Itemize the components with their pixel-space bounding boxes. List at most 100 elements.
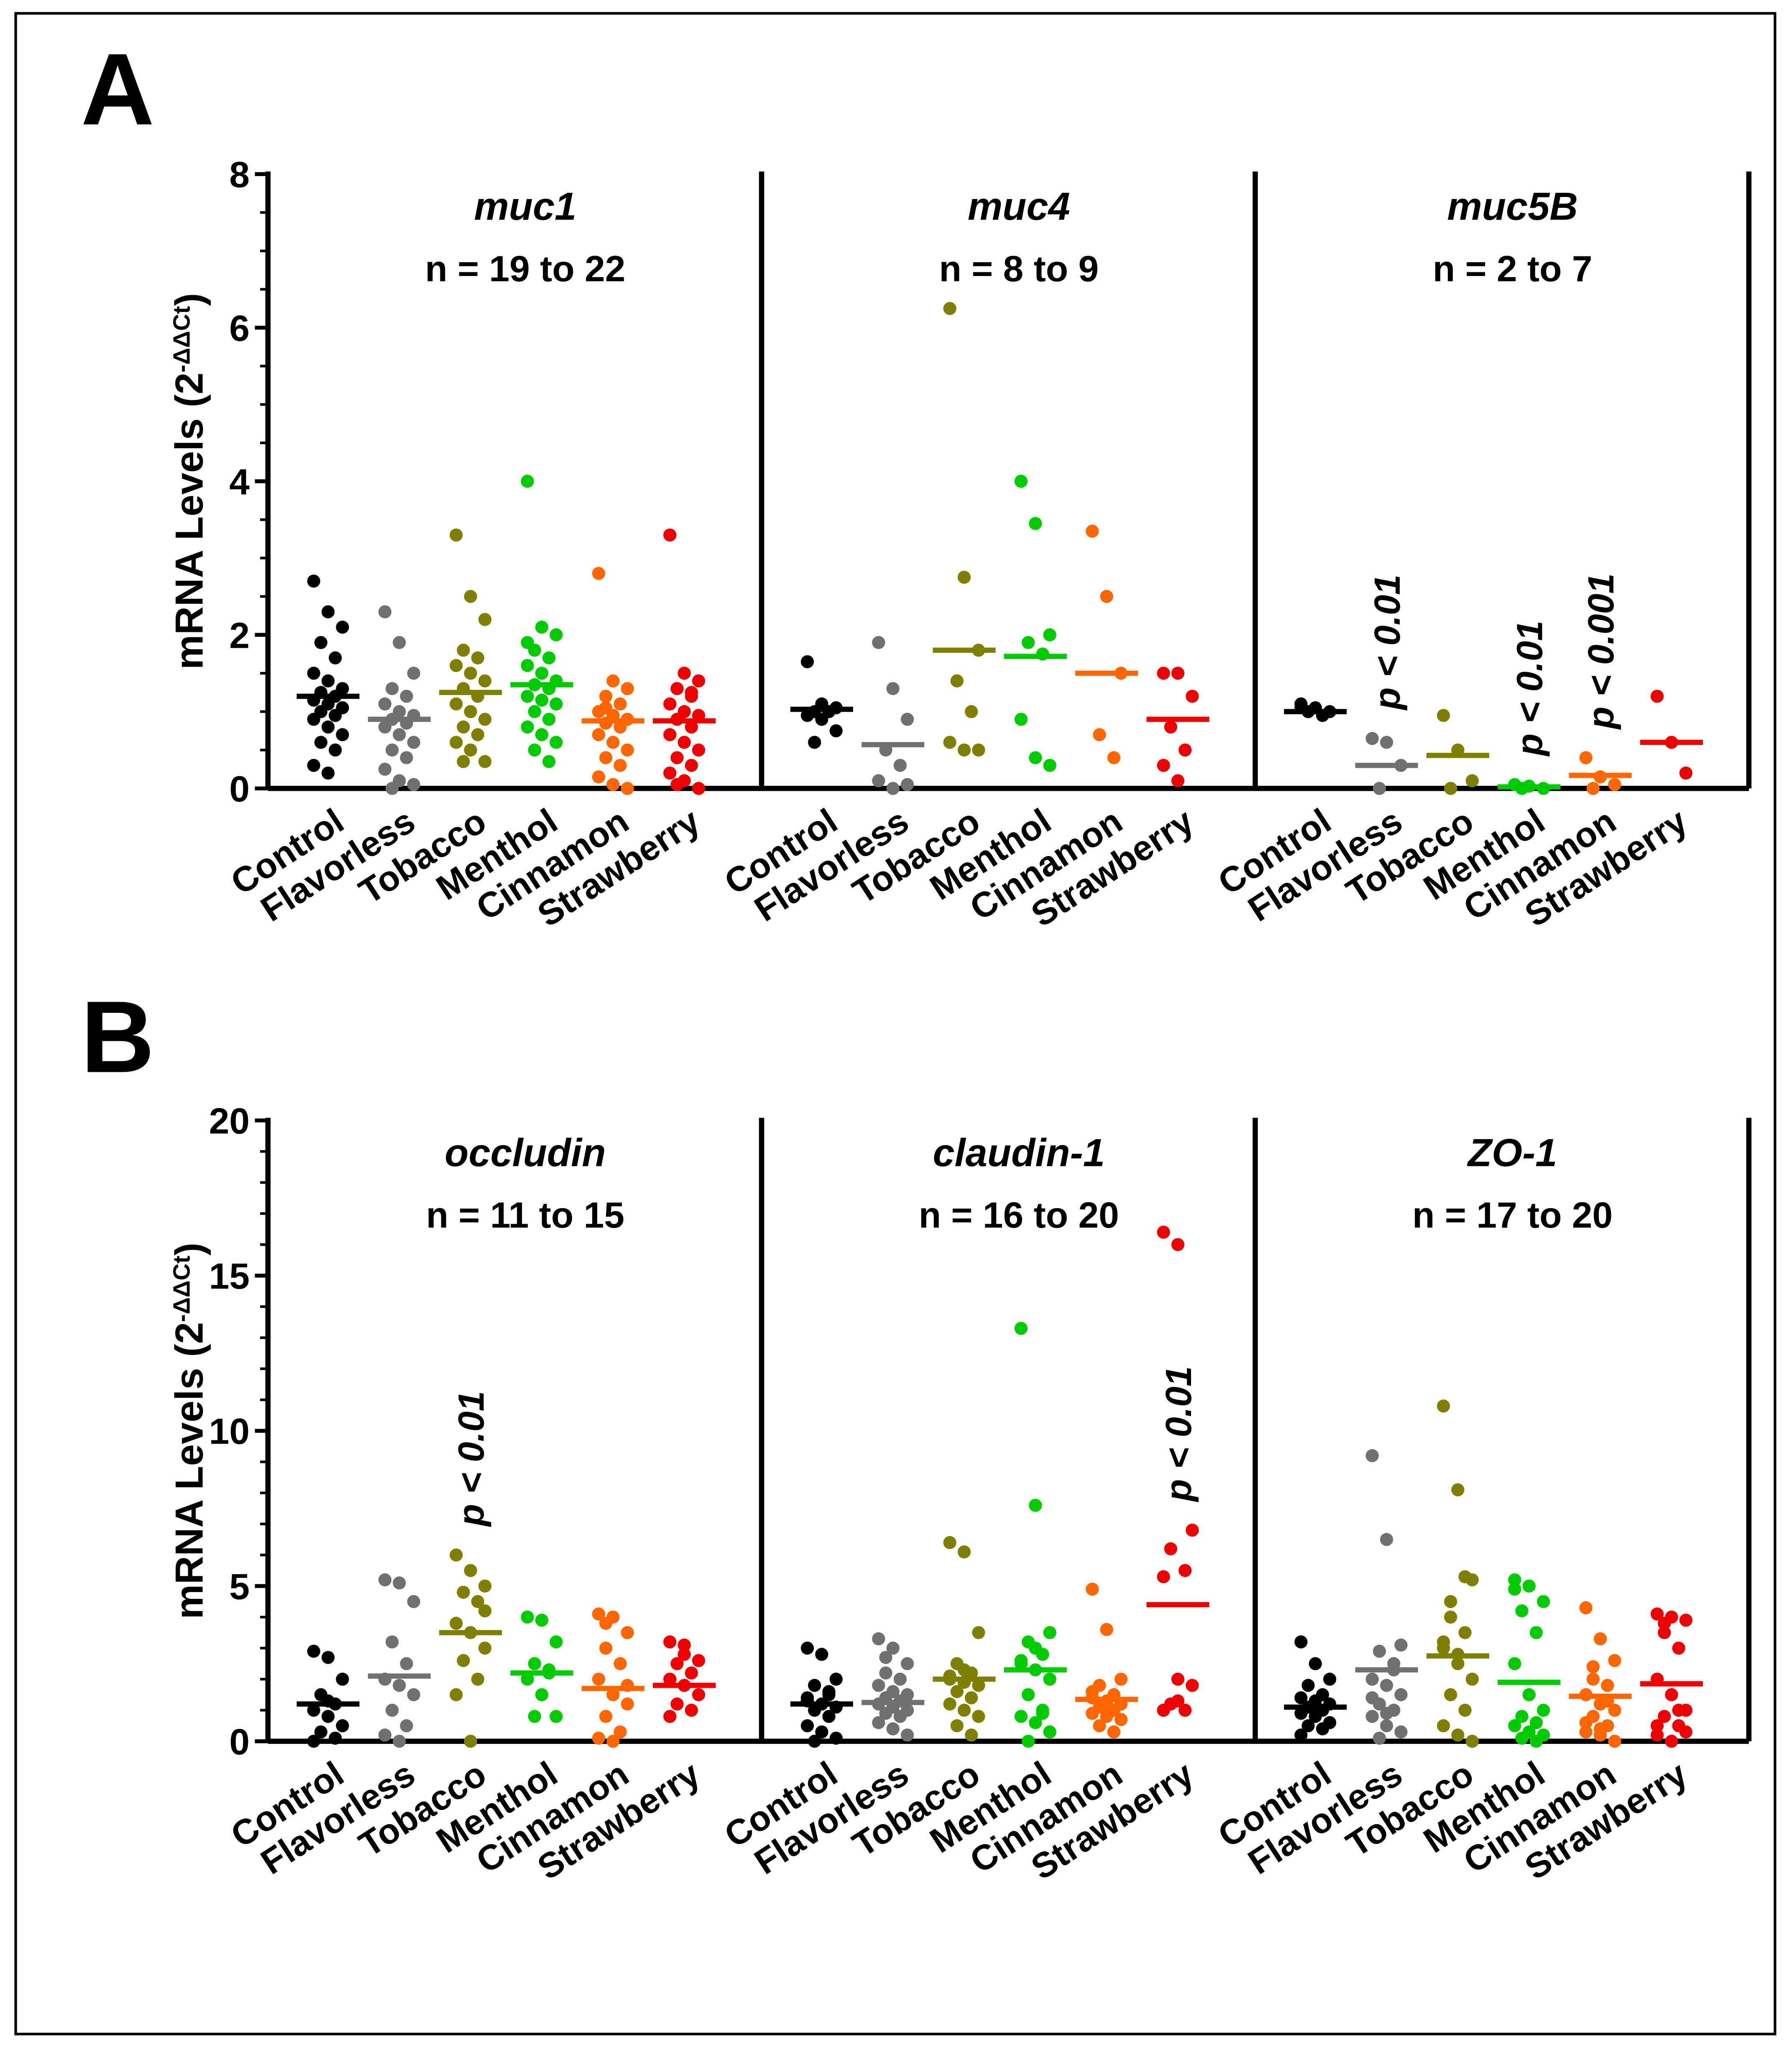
data-point [550, 736, 563, 749]
data-point [307, 574, 320, 588]
data-point [614, 1725, 627, 1739]
data-point [521, 659, 534, 672]
data-point [592, 1607, 606, 1621]
data-point [606, 674, 620, 688]
data-point [829, 1672, 843, 1686]
data-point [1178, 743, 1192, 757]
data-point [450, 1688, 463, 1702]
y-axis-label-part: ) [167, 1242, 211, 1255]
data-point [1658, 1626, 1671, 1639]
y-tick-label: 20 [209, 1100, 250, 1141]
data-point [378, 697, 392, 711]
data-point [1043, 759, 1056, 772]
panel-title: muc5B [1447, 184, 1578, 228]
data-point [307, 1735, 320, 1748]
data-point [393, 1735, 406, 1748]
data-point [314, 736, 327, 749]
data-point [1043, 1626, 1056, 1639]
y-axis-label-part: mRNA Levels (2 [167, 373, 211, 670]
data-point [386, 743, 399, 757]
data-point [886, 1722, 900, 1736]
data-point [528, 1710, 541, 1723]
data-point [321, 674, 335, 688]
data-point [879, 1666, 892, 1680]
data-point [614, 759, 627, 772]
data-point [829, 724, 843, 738]
data-point [457, 720, 470, 734]
data-point [808, 1679, 821, 1692]
data-point [478, 755, 492, 768]
data-point [663, 1710, 677, 1723]
data-point [1579, 1716, 1593, 1729]
data-point [457, 1585, 470, 1599]
y-axis-label: mRNA Levels (2-ΔΔCt) [167, 293, 211, 670]
data-point [1458, 1703, 1472, 1717]
data-point [1380, 1679, 1393, 1692]
data-point [1658, 1710, 1671, 1723]
data-point [400, 690, 413, 703]
data-point [1586, 782, 1600, 795]
y-tick-label: 6 [229, 308, 250, 349]
data-point [1323, 1672, 1337, 1686]
annotation: p < 0.01 [450, 1391, 491, 1527]
data-point [1529, 1626, 1543, 1639]
data-point [1650, 690, 1664, 703]
data-point [450, 528, 463, 542]
data-point [1515, 1604, 1529, 1618]
data-point [1294, 1728, 1308, 1742]
data-point [685, 1703, 698, 1717]
data-point [521, 720, 534, 734]
data-point [1086, 1707, 1099, 1720]
data-point [1650, 1719, 1664, 1733]
data-point [1437, 1399, 1450, 1413]
data-point [1380, 736, 1393, 749]
data-point [965, 1691, 978, 1705]
data-point [1114, 1713, 1128, 1726]
data-point [1679, 1725, 1692, 1739]
data-point [1593, 1632, 1607, 1646]
data-point [943, 1697, 956, 1711]
data-point [1014, 713, 1028, 726]
data-point [972, 743, 985, 757]
data-point [1601, 1679, 1614, 1692]
data-point [1679, 1613, 1692, 1627]
data-point [815, 1725, 828, 1739]
data-point [550, 628, 563, 642]
data-point [550, 1635, 563, 1649]
data-point [1586, 1672, 1600, 1686]
data-point [542, 713, 556, 726]
data-point [407, 1595, 420, 1608]
data-point [464, 1564, 477, 1577]
data-point [872, 774, 885, 787]
data-point [450, 697, 463, 711]
data-point [957, 1663, 971, 1677]
y-tick-label: 10 [209, 1411, 250, 1452]
data-point [1100, 1710, 1113, 1723]
data-point [663, 728, 677, 741]
data-point [663, 1672, 677, 1686]
data-point [621, 782, 634, 795]
data-point [542, 651, 556, 665]
data-point [943, 302, 956, 315]
data-point [829, 1731, 843, 1745]
data-point [800, 709, 814, 722]
data-point [307, 759, 320, 772]
data-point [621, 1697, 634, 1711]
panel-title: muc1 [474, 184, 576, 228]
data-point [407, 667, 420, 680]
data-point [614, 697, 627, 711]
data-point [1294, 1635, 1308, 1649]
y-axis-label-part: ) [167, 293, 211, 306]
data-point [1178, 1703, 1192, 1717]
data-point [815, 1648, 828, 1661]
data-point [1014, 1322, 1028, 1335]
data-point [535, 1613, 549, 1627]
data-point [1508, 1719, 1521, 1733]
data-point [1100, 1623, 1113, 1636]
data-point [1114, 1672, 1128, 1686]
data-point [450, 659, 463, 672]
data-point [329, 709, 342, 722]
data-point [464, 1735, 477, 1748]
data-point [457, 755, 470, 768]
data-point [1451, 1483, 1465, 1497]
